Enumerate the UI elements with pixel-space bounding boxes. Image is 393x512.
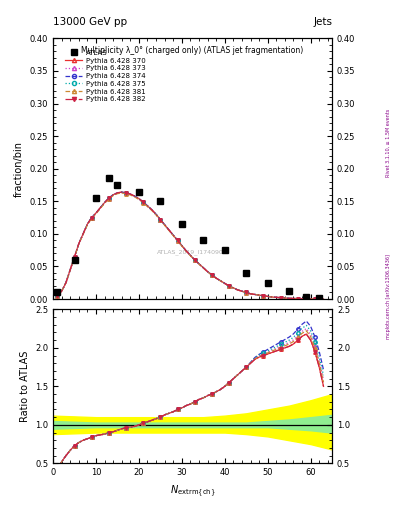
Text: Jets: Jets — [313, 16, 332, 27]
Text: Multiplicity λ_0° (charged only) (ATLAS jet fragmentation): Multiplicity λ_0° (charged only) (ATLAS … — [81, 46, 304, 55]
Text: mcplots.cern.ch [arXiv:1306.3436]: mcplots.cern.ch [arXiv:1306.3436] — [386, 254, 391, 339]
Text: ATLAS_2019_I1740909: ATLAS_2019_I1740909 — [157, 249, 228, 255]
Legend: ATLAS, Pythia 6.428 370, Pythia 6.428 373, Pythia 6.428 374, Pythia 6.428 375, P: ATLAS, Pythia 6.428 370, Pythia 6.428 37… — [62, 47, 148, 105]
Y-axis label: Ratio to ATLAS: Ratio to ATLAS — [20, 351, 29, 422]
Text: Rivet 3.1.10, ≥ 1.5M events: Rivet 3.1.10, ≥ 1.5M events — [386, 109, 391, 178]
X-axis label: $N_{\mathsf{extrm\{ch\}}}$: $N_{\mathsf{extrm\{ch\}}}$ — [170, 483, 215, 499]
Y-axis label: fraction/bin: fraction/bin — [14, 141, 24, 197]
Text: 13000 GeV pp: 13000 GeV pp — [53, 16, 127, 27]
